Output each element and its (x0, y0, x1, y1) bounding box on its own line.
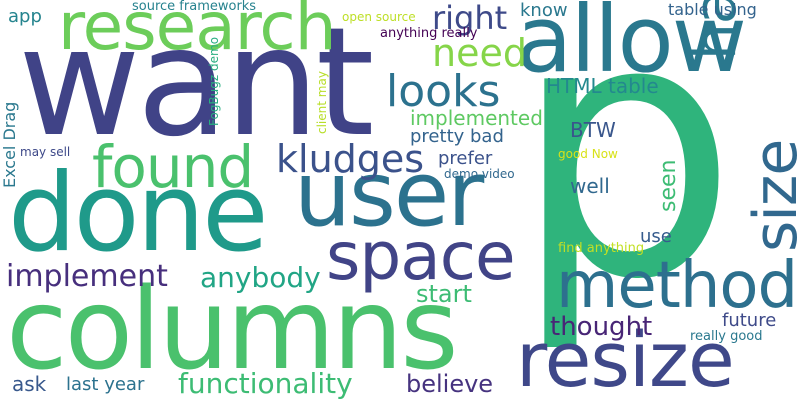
word-need: need (432, 31, 527, 75)
word-anything-really: anything really (380, 26, 478, 41)
word-columns: columns (6, 265, 459, 395)
word-last-year: last year (66, 374, 145, 395)
word-start: start (416, 280, 472, 308)
word-space: space (326, 218, 516, 295)
word-research: research (58, 0, 337, 65)
word-kludges: kludges (276, 137, 425, 181)
word-future: future (722, 310, 777, 331)
word-seen: seen (656, 159, 681, 212)
word-done: done (8, 151, 269, 276)
word-thought: thought (550, 312, 653, 342)
word-source-frameworks: source frameworks (132, 0, 257, 14)
word-find-anything: find anything (558, 241, 645, 256)
word-want: want (18, 0, 374, 170)
word-excel-drag: Excel Drag (0, 101, 19, 188)
word-implemented: implemented (410, 106, 543, 130)
word-resize: resize (516, 315, 735, 400)
word-found: found (92, 133, 254, 201)
word-btw: BTW (570, 118, 616, 142)
word-ask: ask (12, 372, 47, 396)
word-pretty-bad: pretty bad (410, 126, 504, 147)
word-right: right (432, 0, 508, 37)
word-size: size (741, 139, 800, 252)
word-functionality: functionality (178, 367, 353, 400)
word-table-using: table using (668, 0, 757, 19)
word-html-table: HTML table (546, 74, 659, 98)
word-open-source: open source (342, 10, 416, 24)
word-really-good: really good (690, 329, 763, 344)
word-app: app (8, 6, 42, 27)
word-implement: implement (6, 259, 168, 294)
word-demo-video: demo video (444, 167, 515, 181)
word-prefer: prefer (438, 148, 493, 169)
word-anybody: anybody (200, 261, 321, 294)
word-method: method (556, 249, 798, 323)
word-well: well (570, 174, 610, 198)
word-may-sell: may sell (20, 145, 71, 159)
word-good-now: good Now (558, 147, 618, 161)
word-client-may: client may (315, 71, 329, 134)
word-believe: believe (406, 370, 494, 398)
word-know: know (520, 0, 568, 21)
word-p: p (512, 0, 738, 357)
word-user: user (294, 142, 484, 247)
word-fogbugz-demo: FogBugz demo (207, 36, 221, 126)
word-looks: looks (386, 66, 501, 117)
word-allow: allow (516, 0, 747, 93)
word-use: use (640, 226, 672, 247)
